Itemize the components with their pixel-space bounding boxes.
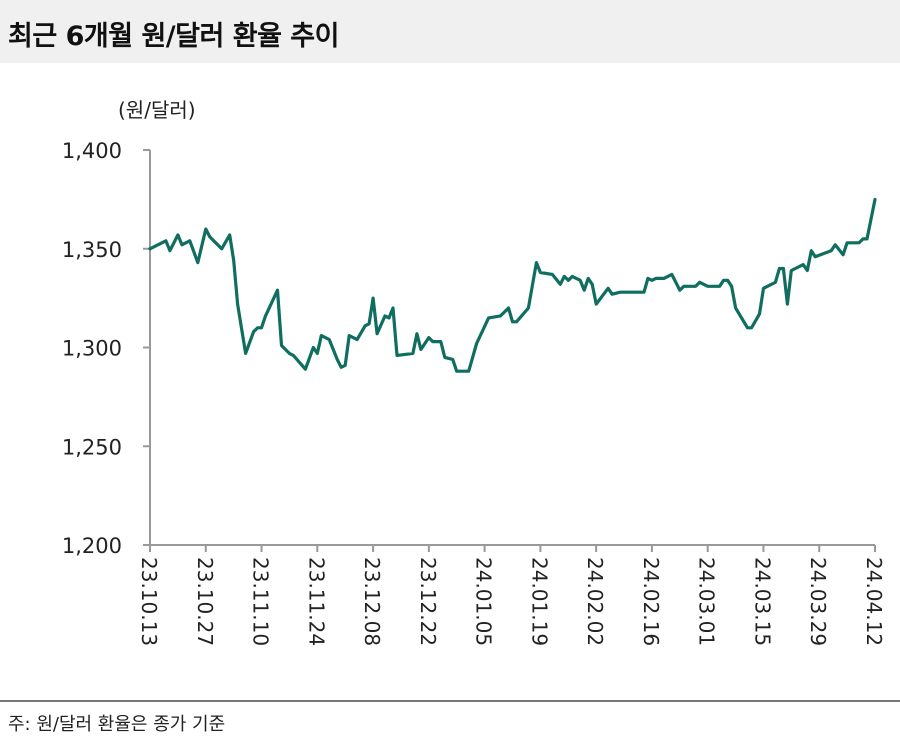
x-tick-label: 24.03.29 (806, 557, 830, 646)
title-bar: 최근 6개월 원/달러 환율 추이 (0, 0, 900, 63)
y-tick-label: 1,200 (62, 534, 122, 558)
y-tick-label: 1,300 (62, 337, 122, 361)
y-tick-label: 1,400 (62, 139, 122, 163)
x-tick-label: 24.02.16 (639, 557, 663, 646)
exchange-rate-line (148, 197, 877, 373)
x-tick-label: 23.11.24 (304, 557, 328, 646)
x-tick-label: 24.01.05 (472, 557, 496, 646)
chart-title: 최근 6개월 원/달러 환율 추이 (8, 21, 340, 52)
x-tick-label: 24.01.19 (527, 557, 551, 646)
y-tick-label: 1,350 (62, 238, 122, 262)
footnote: 주: 원/달러 환율은 종가 기준 (8, 714, 226, 735)
x-tick-label: 24.04.12 (862, 557, 886, 646)
x-tick-label: 23.11.10 (249, 557, 273, 646)
y-tick-label: 1,250 (62, 435, 122, 459)
x-tick-label: 24.02.02 (583, 557, 607, 646)
x-tick-label: 23.10.13 (137, 557, 161, 646)
x-tick-label: 23.10.27 (193, 557, 217, 646)
x-tick-label: 24.03.15 (750, 557, 774, 646)
footer-divider (0, 700, 900, 702)
x-tick-label: 23.12.22 (416, 557, 440, 646)
x-tick-label: 24.03.01 (695, 557, 719, 646)
exchange-rate-line-chart: 1,200 1,250 1,300 1,350 1,400 23.10.13 23.10.2… (62, 139, 886, 646)
x-tick-label: 23.12.08 (360, 557, 384, 646)
y-axis-unit-label: (원/달러) (118, 98, 196, 122)
